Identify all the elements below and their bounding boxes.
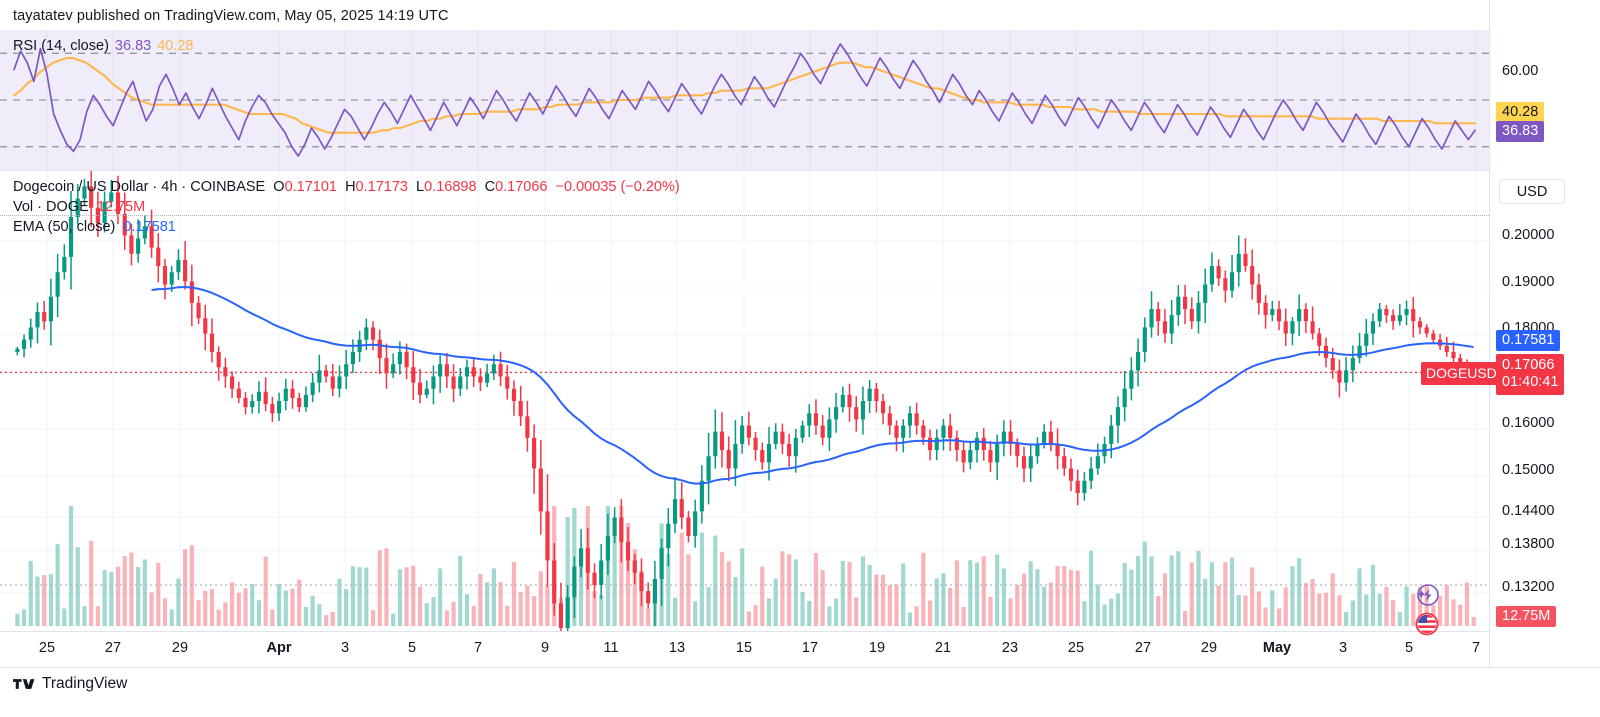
time-axis-tick-20: 5 [1404, 640, 1414, 656]
time-axis-tick-10: 15 [735, 640, 753, 656]
last-price-value: 0.17066 [1502, 357, 1555, 373]
time-axis-tick-5: 5 [407, 640, 417, 656]
time-axis[interactable]: 25 27 29 Apr 3 5 7 9 11 13 15 17 19 21 23 25 27 29 May 3 5 7 [0, 631, 1489, 668]
legend-volume-label: Vol · DOGE [13, 198, 89, 215]
symbol-tag: DOGEUSD [1421, 362, 1502, 385]
legend-low-label: L [416, 179, 425, 195]
rsi-legend-value: 36.83 [114, 38, 152, 54]
currency-button[interactable]: USD [1499, 179, 1565, 204]
legend-separator [0, 215, 1489, 216]
tradingview-brand-label: TradingView [42, 675, 128, 692]
time-axis-tick-13: 21 [934, 640, 952, 656]
legend-volume-value: 12.75M [96, 198, 146, 215]
time-axis-tick-11: 17 [801, 640, 819, 656]
time-axis-tick-2: 29 [171, 640, 189, 656]
bar-countdown: 01:40:41 [1502, 374, 1559, 390]
legend-row-ohlc: Dogecoin / US Dollar · 4h · COINBASE O0.… [13, 178, 680, 197]
time-axis-tick-12: 19 [868, 640, 886, 656]
rsi-legend[interactable]: RSI (14, close) 36.83 40.28 [13, 38, 194, 54]
time-axis-tick-17: 29 [1200, 640, 1218, 656]
time-axis-tick-0: 25 [38, 640, 56, 656]
legend-open-label: O [273, 179, 285, 195]
tradingview-logo-icon [13, 679, 35, 689]
price-axis-tick-6: 0.13800 [1502, 536, 1555, 552]
rsi-pane[interactable] [0, 30, 1489, 170]
time-axis-tick-14: 23 [1001, 640, 1019, 656]
rsi-axis-tick-0: 60.00 [1502, 63, 1539, 79]
time-axis-tick-16: 27 [1134, 640, 1152, 656]
pane-separator [0, 170, 1489, 171]
legend-change-value: −0.00035 (−0.20%) [555, 179, 680, 195]
last-price-badge: 0.17066 01:40:41 [1496, 354, 1565, 395]
time-axis-tick-1: 27 [104, 640, 122, 656]
time-axis-tick-19: 3 [1338, 640, 1348, 656]
time-axis-tick-6: 7 [473, 640, 483, 656]
legend-close-value: 0.17066 [495, 179, 548, 195]
footer-brand[interactable]: TradingView [13, 675, 127, 693]
legend-ema-label: EMA (50, close) [13, 219, 116, 235]
legend-open-value: 0.17101 [284, 179, 337, 195]
rsi-value-badge: 36.83 [1496, 121, 1545, 142]
time-axis-tick-21: 7 [1471, 640, 1481, 656]
legend-ema-value: 0.17581 [123, 219, 176, 235]
time-axis-tick-4: 3 [340, 640, 350, 656]
ema-value-badge: 0.17581 [1496, 330, 1561, 351]
time-axis-tick-8: 11 [603, 640, 619, 656]
rsi-ma-badge: 40.28 [1496, 102, 1545, 123]
time-axis-tick-15: 25 [1067, 640, 1085, 656]
price-axis[interactable]: 60.00 40.28 36.83 USD 0.20000 0.19000 0.18000 0… [1489, 0, 1600, 668]
price-pane[interactable] [0, 171, 1489, 631]
legend-close-label: C [484, 179, 496, 195]
rsi-plot [0, 30, 1489, 170]
time-axis-tick-18: May [1262, 640, 1292, 656]
price-plot [0, 171, 1489, 631]
time-axis-tick-7: 9 [540, 640, 550, 656]
price-axis-tick-0: 0.20000 [1502, 227, 1555, 243]
rsi-legend-title: RSI (14, close) [13, 38, 109, 54]
lightning-bolt-icon[interactable] [1413, 581, 1441, 614]
price-axis-tick-1: 0.19000 [1502, 274, 1555, 290]
legend-row-volume: Vol · DOGE 12.75M [13, 198, 680, 217]
price-axis-tick-4: 0.15000 [1502, 462, 1555, 478]
legend-symbol: Dogecoin / US Dollar · 4h · COINBASE [13, 179, 266, 195]
legend-row-ema: EMA (50, close) 0.17581 [13, 218, 680, 237]
time-axis-tick-3: Apr [266, 640, 292, 656]
us-flag-icon[interactable] [1413, 610, 1441, 643]
main-chart-legend[interactable]: Dogecoin / US Dollar · 4h · COINBASE O0.… [13, 178, 680, 237]
axis-bottom-border [0, 667, 1600, 668]
publish-line: tayatatev published on TradingView.com, … [13, 8, 449, 24]
time-axis-tick-9: 13 [668, 640, 686, 656]
legend-high-value: 0.17173 [355, 179, 408, 195]
legend-high-label: H [345, 179, 356, 195]
price-axis-tick-3: 0.16000 [1502, 415, 1555, 431]
volume-badge: 12.75M [1496, 606, 1557, 627]
rsi-legend-ma-value: 40.28 [157, 38, 194, 54]
price-axis-tick-7: 0.13200 [1502, 579, 1555, 595]
legend-low-value: 0.16898 [424, 179, 477, 195]
price-axis-tick-5: 0.14400 [1502, 503, 1555, 519]
